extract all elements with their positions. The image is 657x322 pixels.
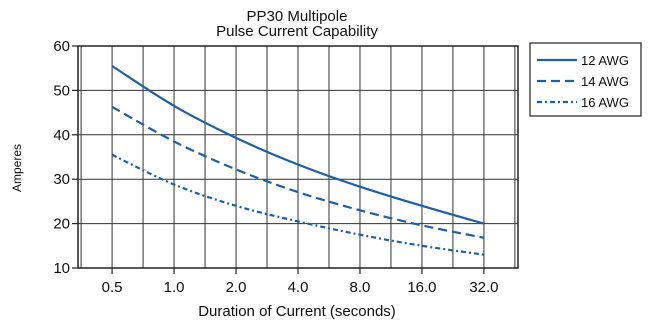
x-tick-label: 0.5 bbox=[102, 279, 123, 296]
series-line-12-awg bbox=[111, 65, 485, 225]
axis-layer: 10 20 30 40 50 60 0.5 1.0 2.0 4.0 8.0 16.0 32.0 bbox=[53, 38, 519, 296]
x-tick-label: 2.0 bbox=[226, 279, 247, 296]
x-tick-label: 4.0 bbox=[288, 279, 309, 296]
y-tick-label: 40 bbox=[53, 127, 70, 144]
y-tick-label: 60 bbox=[53, 38, 70, 55]
legend-label: 14 AWG bbox=[581, 74, 629, 89]
legend-label: 12 AWG bbox=[581, 53, 629, 68]
chart-title: PP30 Multipole bbox=[247, 8, 348, 25]
x-tick-label: 16.0 bbox=[407, 279, 436, 296]
y-tick-label: 10 bbox=[53, 260, 70, 277]
x-tick-label: 32.0 bbox=[469, 279, 498, 296]
y-axis-label: Amperes bbox=[10, 144, 24, 192]
grid-layer bbox=[78, 45, 518, 269]
x-tick-label: 8.0 bbox=[350, 279, 371, 296]
legend-box bbox=[529, 42, 642, 117]
series-layer bbox=[111, 65, 485, 256]
y-tick-label: 50 bbox=[53, 82, 70, 99]
legend: 12 AWG 14 AWG 16 AWG bbox=[529, 42, 642, 117]
legend-label: 16 AWG bbox=[581, 95, 629, 110]
y-tick-label: 20 bbox=[53, 216, 70, 233]
chart-subtitle: Pulse Current Capability bbox=[216, 23, 378, 40]
x-axis-label: Duration of Current (seconds) bbox=[198, 303, 396, 320]
y-tick-label: 30 bbox=[53, 171, 70, 188]
series-line-16-awg bbox=[111, 153, 485, 256]
series-line-14-awg bbox=[111, 105, 485, 239]
x-tick-label: 1.0 bbox=[164, 279, 185, 296]
